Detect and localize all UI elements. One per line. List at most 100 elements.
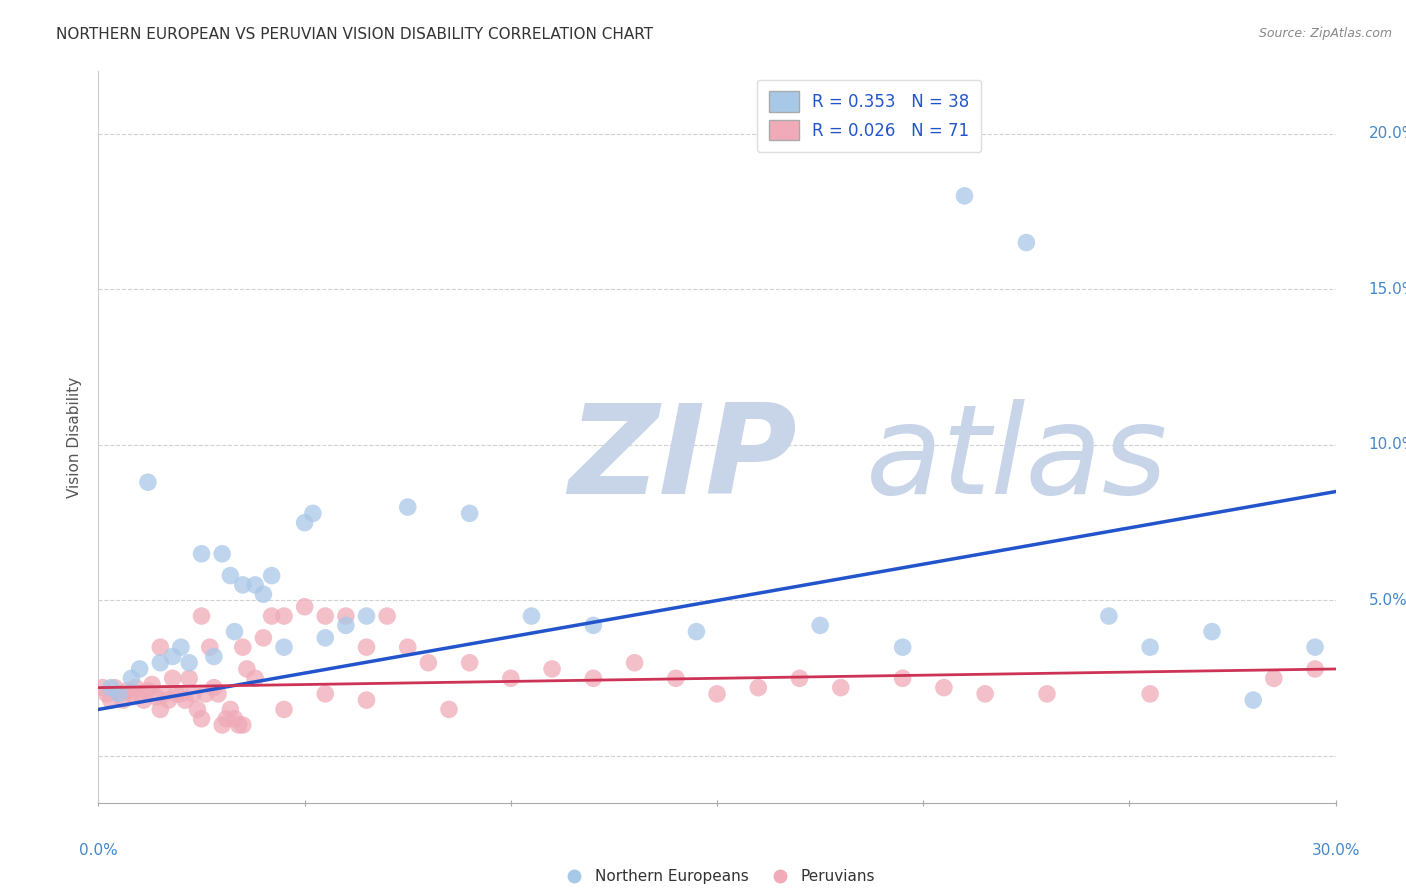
Point — [128, 662, 150, 676]
Point — [190, 712, 212, 726]
Point — [232, 718, 254, 732]
Point — [314, 609, 336, 624]
Point — [170, 640, 193, 655]
Point — [499, 671, 522, 685]
Y-axis label: Vision Disability: Vision Disability — [67, 376, 83, 498]
Text: atlas: atlas — [866, 399, 1167, 519]
Point — [747, 681, 769, 695]
Point — [91, 681, 114, 695]
Point — [136, 683, 159, 698]
Point — [211, 547, 233, 561]
Point — [685, 624, 707, 639]
Point — [458, 656, 481, 670]
Point — [314, 687, 336, 701]
Point — [219, 702, 242, 716]
Point — [1036, 687, 1059, 701]
Point — [335, 609, 357, 624]
Point — [1263, 671, 1285, 685]
Point — [104, 681, 127, 695]
Point — [219, 568, 242, 582]
Point — [215, 712, 238, 726]
Point — [198, 640, 221, 655]
Text: 10.0%: 10.0% — [1368, 437, 1406, 452]
Point — [136, 475, 159, 490]
Point — [808, 618, 831, 632]
Point — [132, 693, 155, 707]
Point — [162, 649, 184, 664]
Point — [665, 671, 688, 685]
Point — [623, 656, 645, 670]
Point — [273, 640, 295, 655]
Text: 15.0%: 15.0% — [1368, 282, 1406, 297]
Point — [1098, 609, 1121, 624]
Point — [1241, 693, 1264, 707]
Point — [356, 640, 378, 655]
Point — [194, 687, 217, 701]
Point — [1303, 662, 1326, 676]
Point — [190, 547, 212, 561]
Point — [100, 681, 122, 695]
Point — [149, 702, 172, 716]
Point — [830, 681, 852, 695]
Point — [117, 683, 139, 698]
Text: NORTHERN EUROPEAN VS PERUVIAN VISION DISABILITY CORRELATION CHART: NORTHERN EUROPEAN VS PERUVIAN VISION DIS… — [56, 27, 654, 42]
Point — [375, 609, 398, 624]
Point — [120, 671, 142, 685]
Point — [157, 693, 180, 707]
Point — [302, 506, 325, 520]
Point — [170, 687, 193, 701]
Point — [179, 671, 201, 685]
Point — [243, 671, 266, 685]
Point — [224, 712, 246, 726]
Point — [211, 718, 233, 732]
Point — [273, 702, 295, 716]
Point — [149, 656, 172, 670]
Point — [108, 687, 131, 701]
Point — [112, 693, 135, 707]
Point — [582, 671, 605, 685]
Point — [236, 662, 259, 676]
Text: 0.0%: 0.0% — [79, 843, 118, 858]
Point — [202, 681, 225, 695]
Point — [252, 587, 274, 601]
Point — [252, 631, 274, 645]
Point — [190, 609, 212, 624]
Point — [541, 662, 564, 676]
Point — [314, 631, 336, 645]
Point — [149, 640, 172, 655]
Point — [418, 656, 440, 670]
Point — [932, 681, 955, 695]
Text: Source: ZipAtlas.com: Source: ZipAtlas.com — [1258, 27, 1392, 40]
Point — [789, 671, 811, 685]
Point — [108, 687, 131, 701]
Point — [162, 671, 184, 685]
Point — [232, 640, 254, 655]
Point — [1015, 235, 1038, 250]
Point — [243, 578, 266, 592]
Text: 5.0%: 5.0% — [1368, 593, 1406, 608]
Point — [582, 618, 605, 632]
Point — [141, 677, 163, 691]
Point — [396, 640, 419, 655]
Point — [124, 681, 146, 695]
Point — [166, 687, 188, 701]
Point — [356, 609, 378, 624]
Point — [260, 568, 283, 582]
Point — [356, 693, 378, 707]
Text: ZIP: ZIP — [568, 399, 797, 519]
Point — [891, 671, 914, 685]
Point — [100, 693, 122, 707]
Point — [202, 649, 225, 664]
Point — [232, 578, 254, 592]
Point — [128, 687, 150, 701]
Point — [181, 687, 204, 701]
Point — [1303, 640, 1326, 655]
Point — [120, 687, 142, 701]
Point — [437, 702, 460, 716]
Point — [294, 516, 316, 530]
Point — [335, 618, 357, 632]
Point — [294, 599, 316, 614]
Text: 20.0%: 20.0% — [1368, 126, 1406, 141]
Point — [458, 506, 481, 520]
Point — [145, 690, 167, 704]
